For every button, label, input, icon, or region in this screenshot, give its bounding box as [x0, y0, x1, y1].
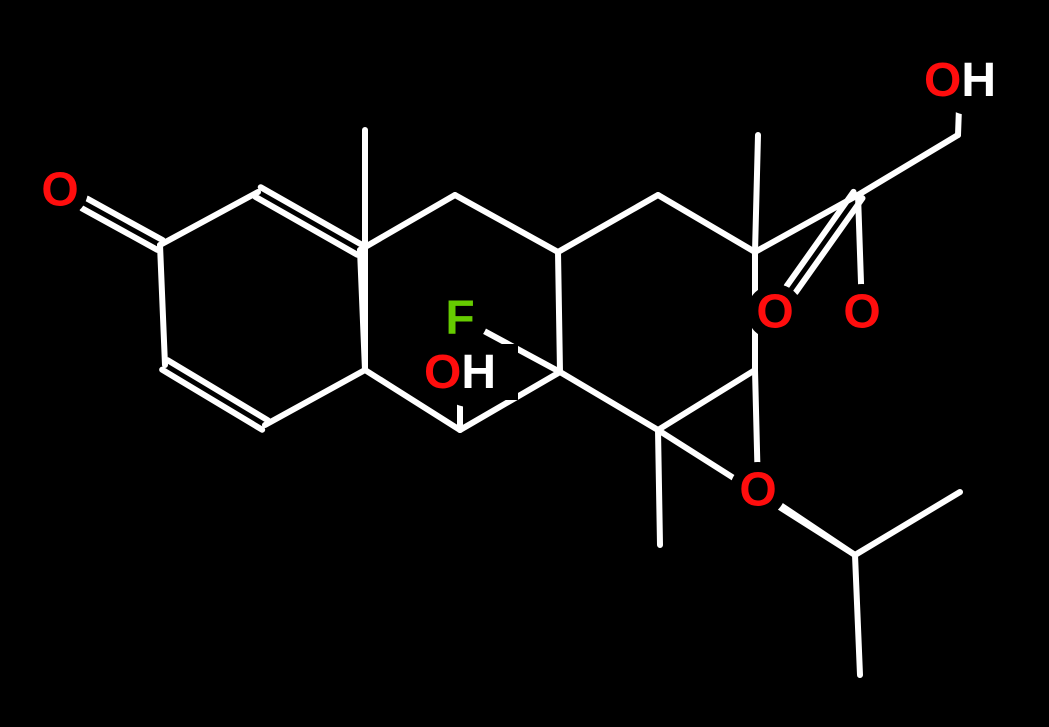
atom-F13: F — [445, 292, 474, 345]
atom-O1: O — [41, 164, 78, 217]
atom-O27: O — [756, 286, 793, 339]
molecule-diagram: OFOHOOOOH — [0, 0, 1049, 727]
atom-O29: OH — [924, 54, 996, 107]
atom-O14: OH — [424, 346, 496, 399]
atom-O21: O — [739, 464, 776, 517]
canvas-background — [0, 0, 1049, 727]
atom-O26: O — [843, 286, 880, 339]
